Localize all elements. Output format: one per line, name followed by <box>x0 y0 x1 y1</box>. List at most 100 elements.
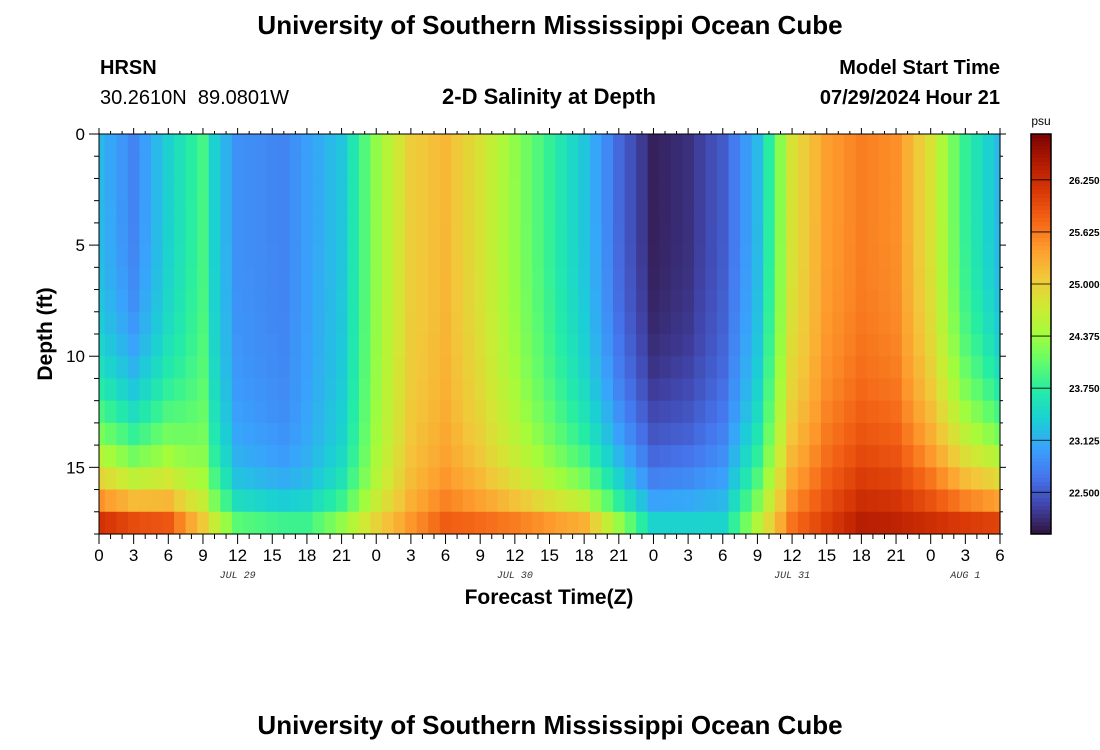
heatmap-cell <box>197 334 210 357</box>
colorbar-segment <box>1031 306 1051 311</box>
heatmap-cell <box>416 134 429 157</box>
heatmap-cell <box>659 156 672 180</box>
heatmap-cell <box>855 267 868 291</box>
heatmap-cell <box>220 511 233 535</box>
heatmap-cell <box>497 156 510 180</box>
heatmap-cell <box>543 489 556 513</box>
heatmap-cell <box>231 134 244 157</box>
heatmap-cell <box>335 156 348 180</box>
heatmap-cell <box>324 311 337 335</box>
heatmap-cell <box>924 156 938 180</box>
heatmap-cell <box>150 311 164 335</box>
heatmap-cell <box>809 378 822 402</box>
heatmap-cell <box>613 467 626 491</box>
heatmap-cell <box>462 400 476 424</box>
heatmap-cell <box>474 467 487 491</box>
heatmap-cell <box>797 422 810 446</box>
colorbar-segment <box>1031 382 1051 387</box>
colorbar-segment <box>1031 454 1051 459</box>
heatmap-cell <box>659 222 672 246</box>
heatmap-cell <box>878 511 891 535</box>
heatmap-cell <box>994 511 1001 535</box>
colorbar-segment <box>1031 210 1051 215</box>
x-tick-label: 21 <box>609 546 628 565</box>
heatmap-cell <box>185 156 198 180</box>
x-tick-label: 0 <box>94 546 103 565</box>
heatmap-cell <box>994 400 1001 424</box>
heatmap-cell <box>451 378 464 402</box>
heatmap-cell <box>266 467 279 491</box>
heatmap-cell <box>382 200 395 224</box>
heatmap-cell <box>555 311 568 335</box>
heatmap-cell <box>844 489 857 513</box>
heatmap-cell <box>116 222 129 246</box>
colorbar-segment <box>1031 394 1051 399</box>
heatmap-cell <box>474 334 487 357</box>
heatmap-cell <box>982 489 995 513</box>
heatmap-cell <box>104 422 117 446</box>
heatmap-cell <box>578 445 591 468</box>
heatmap-cell <box>566 222 579 246</box>
heatmap-cell <box>370 422 383 446</box>
heatmap-cell <box>890 178 903 202</box>
heatmap-cell <box>774 134 787 157</box>
heatmap-cell <box>589 200 603 224</box>
heatmap-cell <box>266 178 279 202</box>
heatmap-cell <box>566 467 579 491</box>
heatmap-cell <box>485 511 499 535</box>
heatmap-cell <box>208 356 221 380</box>
heatmap-cell <box>728 134 741 157</box>
heatmap-cell <box>324 489 337 513</box>
heatmap-cell <box>820 356 834 380</box>
heatmap-cell <box>659 400 672 424</box>
heatmap-cell <box>959 334 972 357</box>
heatmap-cell <box>601 445 614 468</box>
heatmap-cell <box>347 245 360 268</box>
heatmap-cell <box>485 245 499 268</box>
heatmap-cell <box>358 311 372 335</box>
heatmap-cell <box>913 445 926 468</box>
heatmap-cell <box>682 511 695 535</box>
heatmap-cell <box>578 511 591 535</box>
heatmap-cell <box>208 178 221 202</box>
heatmap-cell <box>485 356 499 380</box>
heatmap-cell <box>774 178 787 202</box>
heatmap-cell <box>878 178 891 202</box>
heatmap-cell <box>451 511 464 535</box>
heatmap-cell <box>647 178 660 202</box>
heatmap-cell <box>451 489 464 513</box>
heatmap-cell <box>428 489 441 513</box>
heatmap-cell <box>208 378 221 402</box>
heatmap-cell <box>301 200 314 224</box>
heatmap-cell <box>578 378 591 402</box>
heatmap-cell <box>150 400 164 424</box>
heatmap-cell <box>832 356 845 380</box>
heatmap-cell <box>763 200 776 224</box>
heatmap-cell <box>116 245 129 268</box>
heatmap-cell <box>312 334 325 357</box>
heatmap-cell <box>589 467 603 491</box>
heatmap-cell <box>543 178 556 202</box>
heatmap-cell <box>220 489 233 513</box>
heatmap-cell <box>705 445 718 468</box>
heatmap-cell <box>682 400 695 424</box>
heatmap-cell <box>867 334 880 357</box>
heatmap-cell <box>382 156 395 180</box>
heatmap-cell <box>208 200 221 224</box>
heatmap-cell <box>301 422 314 446</box>
heatmap-cell <box>728 445 741 468</box>
heatmap-cell <box>820 334 834 357</box>
heatmap-cell <box>982 178 995 202</box>
heatmap-cell <box>451 178 464 202</box>
heatmap-cell <box>301 156 314 180</box>
heatmap-cell <box>994 267 1001 291</box>
colorbar-segment <box>1031 198 1051 203</box>
heatmap-cell <box>289 445 302 468</box>
heatmap-cell <box>150 178 164 202</box>
heatmap-cell <box>959 422 972 446</box>
heatmap-cell <box>220 445 233 468</box>
heatmap-cell <box>774 511 787 535</box>
heatmap-cell <box>197 156 210 180</box>
heatmap-cell <box>289 200 302 224</box>
heatmap-cell <box>301 334 314 357</box>
